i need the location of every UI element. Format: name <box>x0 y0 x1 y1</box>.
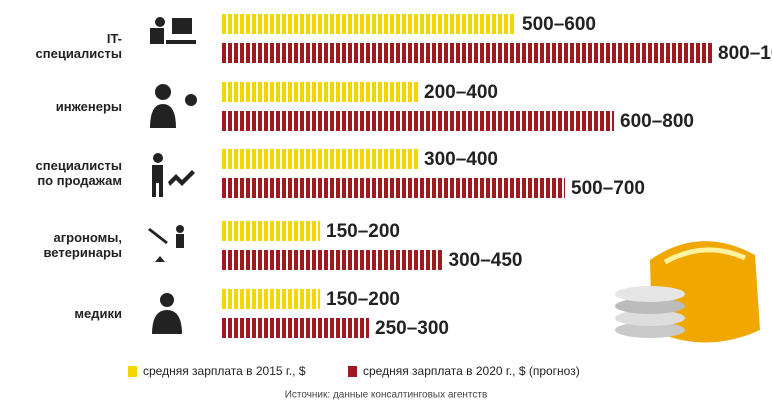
bar <box>222 250 443 270</box>
bar <box>222 178 565 198</box>
value-label: 600–800 <box>620 111 694 132</box>
legend-label: средняя зарплата в 2020 г., $ (прогноз) <box>363 364 580 378</box>
value-label: 200–400 <box>424 82 498 103</box>
icons <box>148 17 197 334</box>
category-label: специалисты по продажам <box>35 158 122 188</box>
legend-swatch <box>128 366 137 377</box>
category-label: инженеры <box>55 99 122 114</box>
category-label: IT-специалисты <box>35 31 122 61</box>
value-label: 250–300 <box>375 318 449 339</box>
bar <box>222 149 418 169</box>
bar <box>222 14 516 34</box>
value-label: 150–200 <box>326 221 400 242</box>
purse <box>615 241 760 343</box>
value-label: 150–200 <box>326 289 400 310</box>
value-label: 300–400 <box>424 149 498 170</box>
source: Источник: данные консалтинговых агентств <box>285 390 488 401</box>
value-label: 800–1000 <box>718 43 772 64</box>
legend-label: средняя зарплата в 2015 г., $ <box>143 364 306 378</box>
bar <box>222 111 614 131</box>
value-label: 500–700 <box>571 178 645 199</box>
category-label: медики <box>74 306 122 321</box>
bar <box>222 318 369 338</box>
category-label: агрономы, ветеринары <box>43 230 122 260</box>
value-label: 500–600 <box>522 14 596 35</box>
bar <box>222 289 320 309</box>
bar <box>222 221 320 241</box>
bar <box>222 82 418 102</box>
legend-swatch <box>348 366 357 377</box>
bar <box>222 43 712 63</box>
value-label: 300–450 <box>449 250 523 271</box>
